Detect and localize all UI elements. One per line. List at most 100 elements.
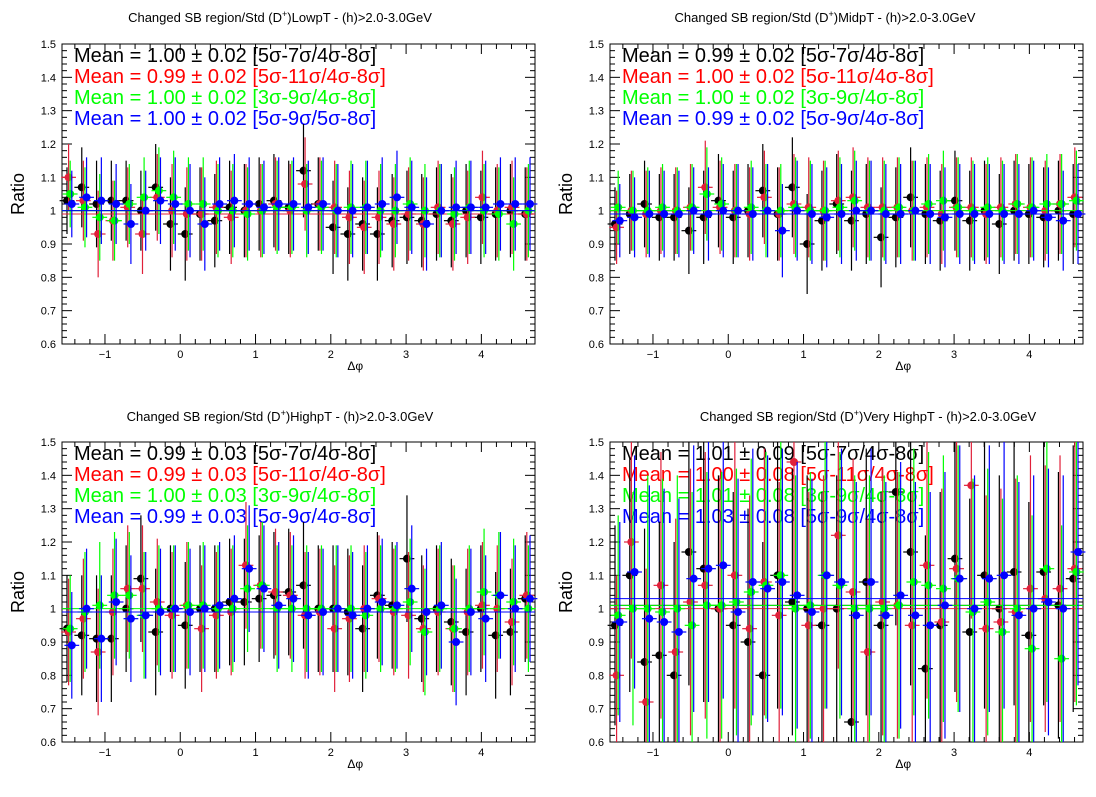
data-point bbox=[702, 190, 711, 198]
y-tick-label: 1.2 bbox=[41, 537, 56, 549]
data-point bbox=[289, 200, 298, 208]
data-point bbox=[378, 598, 387, 606]
data-point bbox=[674, 628, 683, 636]
x-tick-label: 3 bbox=[403, 349, 409, 361]
data-point bbox=[97, 634, 106, 643]
data-point bbox=[926, 621, 935, 630]
y-tick-label: 1.4 bbox=[589, 72, 604, 84]
data-point bbox=[704, 210, 713, 218]
data-point bbox=[348, 611, 357, 620]
data-point bbox=[378, 200, 387, 208]
data-point bbox=[939, 196, 948, 205]
data-point bbox=[909, 578, 918, 586]
data-point bbox=[452, 638, 461, 646]
y-tick-label: 0.9 bbox=[41, 637, 56, 649]
data-point bbox=[200, 220, 209, 228]
data-point bbox=[1014, 611, 1023, 620]
data-point bbox=[789, 458, 798, 466]
data-point bbox=[1042, 200, 1051, 208]
y-tick-label: 1.4 bbox=[41, 72, 56, 84]
data-point bbox=[1044, 598, 1053, 606]
y-tick-label: 0.6 bbox=[589, 339, 604, 351]
data-point bbox=[1057, 654, 1066, 663]
data-point bbox=[837, 578, 846, 586]
data-point bbox=[896, 591, 905, 600]
data-point bbox=[422, 608, 431, 616]
data-point bbox=[896, 210, 905, 218]
data-point bbox=[732, 598, 741, 606]
data-point bbox=[628, 206, 637, 215]
data-point bbox=[628, 604, 637, 613]
data-point bbox=[748, 210, 757, 218]
data-point bbox=[480, 588, 489, 596]
data-point bbox=[186, 608, 195, 616]
data-point bbox=[924, 200, 933, 208]
data-point bbox=[184, 200, 193, 208]
data-point bbox=[450, 624, 459, 633]
data-point bbox=[1059, 216, 1068, 225]
data-point bbox=[406, 598, 415, 606]
data-point bbox=[422, 220, 431, 228]
x-tick-label: 2 bbox=[876, 349, 882, 361]
data-point bbox=[1042, 564, 1051, 573]
data-point bbox=[245, 564, 254, 573]
data-point bbox=[1013, 200, 1022, 208]
x-tick-label: 1 bbox=[252, 349, 258, 361]
data-point bbox=[141, 611, 150, 620]
chart-title: Changed SB region/Std (D+)HighpT - (h)>2… bbox=[127, 408, 434, 424]
data-point bbox=[747, 588, 756, 596]
data-point bbox=[1028, 644, 1037, 653]
data-point bbox=[645, 614, 654, 623]
data-point bbox=[333, 206, 342, 215]
data-point bbox=[717, 601, 726, 610]
data-point bbox=[1000, 210, 1009, 218]
data-point bbox=[881, 611, 890, 620]
data-point bbox=[719, 561, 728, 570]
y-tick-label: 1 bbox=[598, 604, 604, 616]
x-tick-label: 2 bbox=[328, 747, 334, 759]
data-point bbox=[940, 601, 949, 610]
data-point bbox=[319, 200, 328, 208]
data-point bbox=[822, 213, 831, 222]
data-point bbox=[747, 203, 756, 212]
y-tick-label: 1.3 bbox=[41, 106, 56, 118]
legend-entry: Mean = 0.99 ± 0.03 [5σ-9σ/4σ-8σ] bbox=[74, 506, 376, 528]
legend-entry: Mean = 1.01 ± 0.09 [5σ-7σ/4σ-8σ] bbox=[622, 443, 924, 465]
data-point bbox=[704, 564, 713, 573]
data-point bbox=[791, 604, 800, 613]
data-point bbox=[200, 604, 209, 613]
data-point bbox=[1000, 571, 1009, 580]
data-point bbox=[734, 206, 743, 215]
data-point bbox=[304, 203, 313, 212]
data-point bbox=[806, 601, 815, 610]
data-point bbox=[361, 611, 370, 620]
legend: Mean = 0.99 ± 0.02 [5σ-7σ/4σ-8σ] Mean = … bbox=[622, 45, 934, 130]
y-tick-label: 1.1 bbox=[589, 570, 604, 582]
x-tick-label: 2 bbox=[876, 747, 882, 759]
x-axis-label: Δφ bbox=[347, 359, 363, 373]
data-point bbox=[881, 210, 890, 218]
x-tick-label: 1 bbox=[252, 747, 258, 759]
x-tick-label: 0 bbox=[725, 349, 731, 361]
data-point bbox=[835, 203, 844, 212]
data-point bbox=[215, 601, 224, 610]
legend-entry: Mean = 0.99 ± 0.02 [5σ-9σ/4σ-8σ] bbox=[622, 108, 924, 130]
y-tick-label: 1.2 bbox=[589, 139, 604, 151]
data-point bbox=[867, 206, 876, 215]
chart-panel-lowpt: Changed SB region/Std (D+)LowpT - (h)>2.… bbox=[8, 9, 538, 373]
data-point bbox=[363, 203, 372, 212]
data-point bbox=[141, 206, 150, 215]
data-point bbox=[645, 210, 654, 218]
legend-entry: Mean = 1.03 ± 0.08 [5σ-9σ/4σ-8σ] bbox=[622, 506, 924, 528]
data-point bbox=[526, 594, 535, 603]
data-point bbox=[954, 203, 963, 212]
data-point bbox=[658, 203, 667, 212]
data-point bbox=[333, 604, 342, 613]
data-point bbox=[259, 203, 268, 212]
chart-panel-midpt: Changed SB region/Std (D+)MidpT - (h)>2.… bbox=[556, 9, 1086, 373]
data-point bbox=[184, 601, 193, 610]
data-point bbox=[496, 591, 505, 600]
data-point bbox=[734, 608, 743, 616]
legend: Mean = 1.00 ± 0.02 [5σ-7σ/4σ-8σ] Mean = … bbox=[74, 45, 386, 130]
data-point bbox=[955, 574, 964, 583]
